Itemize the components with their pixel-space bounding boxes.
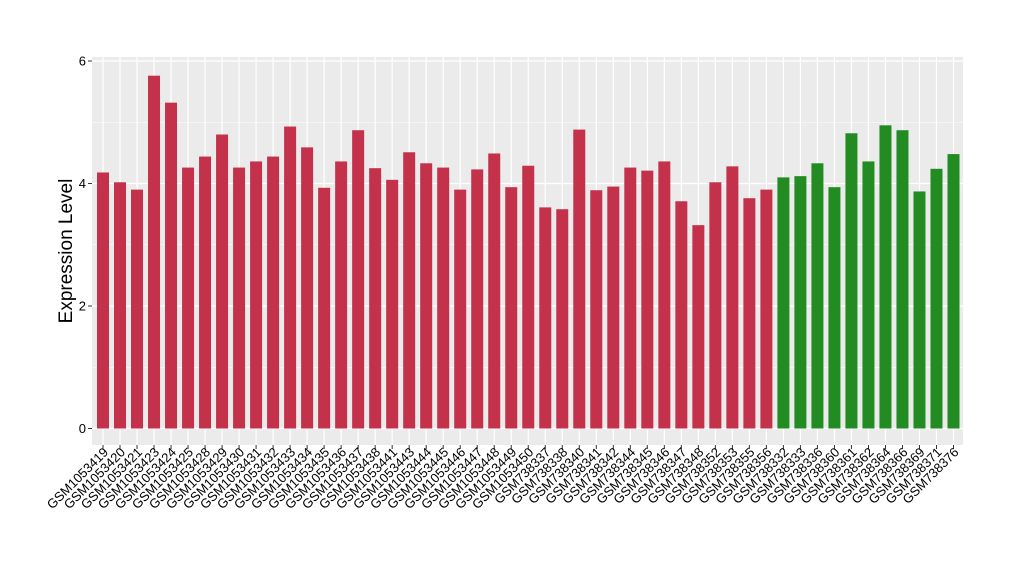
bar bbox=[284, 126, 297, 429]
bar bbox=[879, 125, 892, 429]
y-axis: 0 2 4 6 bbox=[79, 54, 92, 436]
bar bbox=[131, 189, 144, 429]
bar bbox=[369, 168, 382, 429]
bar bbox=[641, 170, 654, 429]
bar bbox=[199, 156, 212, 429]
bar bbox=[318, 187, 331, 429]
bar bbox=[862, 161, 875, 429]
bar bbox=[930, 168, 943, 429]
bar bbox=[607, 186, 620, 429]
y-tick-label: 0 bbox=[79, 421, 86, 436]
bar bbox=[624, 167, 637, 429]
bar bbox=[709, 182, 722, 429]
bar bbox=[658, 161, 671, 429]
bar bbox=[573, 129, 586, 429]
bar bbox=[454, 189, 467, 429]
bar bbox=[437, 167, 450, 429]
bar bbox=[760, 189, 773, 429]
bar bbox=[726, 166, 739, 429]
bar bbox=[335, 161, 348, 429]
bar bbox=[386, 179, 399, 429]
bar bbox=[352, 130, 365, 429]
bars bbox=[97, 75, 960, 429]
y-tick-label: 4 bbox=[79, 176, 86, 191]
y-axis-title: Expression Level bbox=[56, 179, 77, 324]
bar bbox=[539, 207, 552, 429]
bar bbox=[148, 75, 161, 429]
bar bbox=[488, 153, 501, 429]
bar bbox=[97, 172, 109, 429]
bar bbox=[675, 201, 688, 429]
bar bbox=[403, 152, 416, 429]
bar bbox=[471, 169, 484, 429]
bar bbox=[913, 191, 926, 429]
bar bbox=[794, 176, 807, 429]
bar bbox=[828, 187, 841, 429]
bar bbox=[947, 154, 960, 429]
y-tick-label: 2 bbox=[79, 299, 86, 314]
bar bbox=[692, 225, 705, 429]
bar bbox=[420, 163, 433, 429]
bar bbox=[743, 198, 756, 429]
bar bbox=[777, 177, 790, 429]
bar bbox=[267, 156, 280, 429]
bar bbox=[233, 167, 246, 429]
bar bbox=[556, 209, 569, 429]
bar bbox=[165, 102, 178, 429]
bar bbox=[505, 187, 518, 429]
y-tick-label: 6 bbox=[79, 54, 86, 69]
bar bbox=[216, 134, 229, 429]
bar bbox=[114, 182, 127, 429]
bar bbox=[590, 190, 603, 429]
bar bbox=[250, 161, 263, 429]
bar bbox=[896, 130, 909, 429]
bar bbox=[182, 167, 195, 429]
bar bbox=[301, 147, 314, 429]
x-axis: GSM1053419GSM1053420GSM1053421GSM1053423… bbox=[44, 445, 962, 512]
bar bbox=[522, 165, 535, 429]
bar bbox=[845, 133, 858, 429]
bar bbox=[811, 163, 824, 429]
